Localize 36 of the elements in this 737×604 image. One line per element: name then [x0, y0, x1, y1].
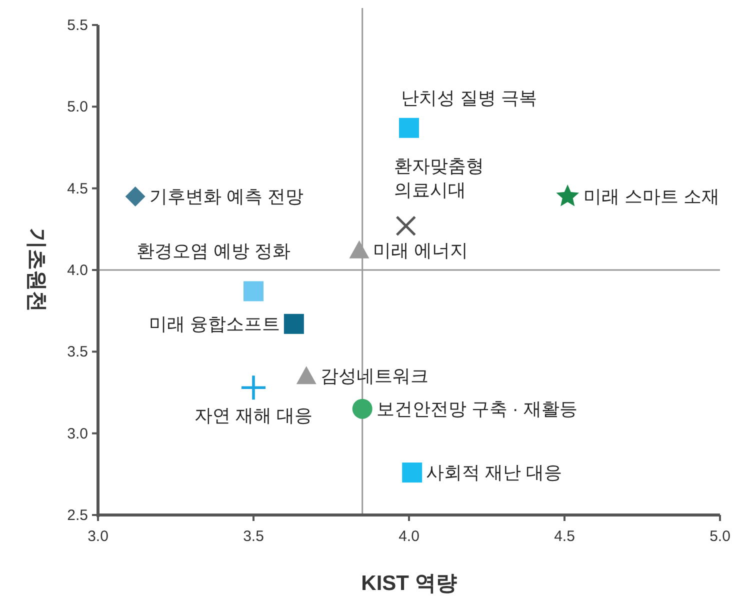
x-tick-label: 3.0 [88, 528, 108, 545]
point [402, 462, 422, 483]
series-label: 감성네트워크 [320, 366, 428, 386]
point [284, 314, 304, 334]
point [244, 281, 264, 302]
point [556, 184, 580, 206]
x-tick-label: 4.5 [554, 528, 575, 545]
series-label: 미래 융합소프트 [148, 314, 280, 334]
y-tick-label: 5.5 [67, 17, 88, 34]
y-tick-label: 3.5 [67, 344, 88, 361]
series-label: 미래 에너지 [373, 240, 468, 260]
y-tick-label: 5.0 [67, 98, 88, 116]
point [396, 216, 416, 236]
x-tick-label: 5.0 [710, 528, 730, 545]
point [399, 118, 419, 138]
point [352, 398, 372, 419]
x-axis-title: KIST 역량 [361, 572, 457, 595]
series-label: 보건안전망 구축 · 재활등 [376, 398, 578, 419]
y-axis-title: 기초원천 [25, 228, 48, 312]
series-label: 미래 스마트 소재 [584, 186, 720, 206]
series-label: 환자맞춤형 의료시대 [394, 156, 484, 200]
point [349, 240, 370, 258]
series-label: 난치성 질병 극복 [401, 88, 538, 108]
x-tick-label: 3.5 [243, 528, 264, 545]
x-tick-label: 4.0 [398, 528, 420, 545]
y-tick-label: 3.0 [67, 425, 88, 442]
y-tick-label: 4.5 [67, 180, 88, 198]
series-label: 자연 재해 대응 [194, 406, 313, 426]
point [125, 186, 146, 206]
point [296, 366, 316, 384]
y-tick-label: 2.5 [67, 507, 88, 524]
series-label: 사회적 재난 대응 [426, 462, 562, 483]
y-tick-label: 4.0 [67, 262, 88, 279]
series-label: 환경오염 예방 정화 [136, 241, 291, 262]
point [242, 376, 266, 400]
series-label: 기후변화 예측 전망 [149, 186, 304, 206]
